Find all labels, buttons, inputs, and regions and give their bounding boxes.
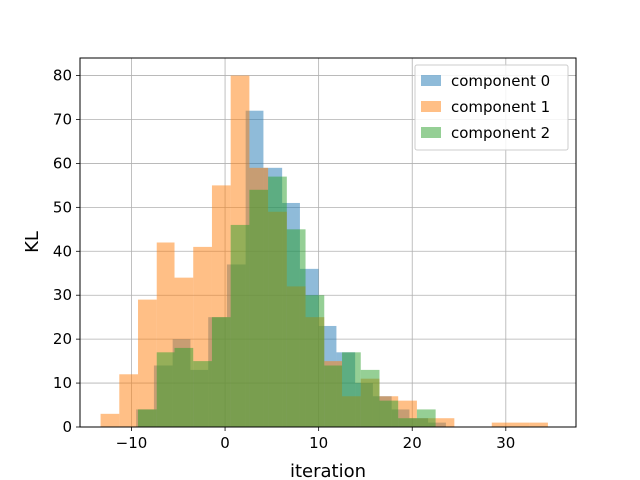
plot-area-frame <box>79 57 577 428</box>
histogram-bar <box>286 229 306 427</box>
histogram-bar <box>268 176 287 427</box>
histogram-bar <box>211 317 231 427</box>
y-tick-label: 60 <box>53 154 72 172</box>
legend-label: component 2 <box>451 124 550 142</box>
histogram-bar <box>379 400 399 427</box>
axis-ticks: −10 0 10 20 30 0 10 20 30 40 50 60 70 80 <box>53 67 515 452</box>
y-axis-label: KL <box>22 231 43 253</box>
histogram-bar <box>416 409 436 427</box>
histogram-bar <box>100 413 120 427</box>
histogram-bar <box>529 422 548 427</box>
histogram-bar <box>360 369 380 427</box>
histogram-bar <box>138 409 157 427</box>
legend-label: component 1 <box>451 98 550 116</box>
histogram-bars <box>100 75 548 428</box>
y-tick-label: 30 <box>53 286 72 304</box>
y-tick-label: 80 <box>53 67 72 85</box>
histogram-bar <box>174 347 194 427</box>
histogram-bar <box>305 295 325 427</box>
series-2-bars <box>138 176 436 427</box>
histogram-bar <box>193 361 212 427</box>
y-tick-label: 0 <box>62 418 72 436</box>
x-tick-label: 10 <box>309 434 328 452</box>
histogram-bar <box>342 352 361 427</box>
y-tick-label: 20 <box>53 330 72 348</box>
histogram-bar <box>156 352 175 427</box>
x-tick-label: 30 <box>496 434 515 452</box>
legend: component 0 component 1 component 2 <box>414 64 569 151</box>
histogram-bar <box>435 418 455 427</box>
histogram-bar <box>230 224 250 427</box>
histogram-bar <box>491 422 511 427</box>
x-tick-label: 20 <box>403 434 422 452</box>
legend-swatch <box>421 75 441 86</box>
histogram-bar <box>324 365 343 427</box>
y-tick-label: 40 <box>53 242 72 260</box>
histogram-bar <box>510 422 530 427</box>
legend-swatch <box>421 127 441 138</box>
y-tick-label: 50 <box>53 198 72 216</box>
x-tick-label: 0 <box>220 434 230 452</box>
legend-label: component 0 <box>451 72 550 90</box>
y-tick-label: 10 <box>53 374 72 392</box>
legend-box <box>414 64 569 151</box>
histogram-bar <box>249 189 269 427</box>
legend-swatch <box>421 101 441 112</box>
histogram-bar <box>138 299 157 427</box>
histogram-bar <box>398 418 417 427</box>
x-axis-label: iteration <box>290 461 366 480</box>
y-tick-label: 70 <box>53 111 72 129</box>
x-tick-label: −10 <box>116 434 148 452</box>
histogram-bar <box>119 374 139 427</box>
